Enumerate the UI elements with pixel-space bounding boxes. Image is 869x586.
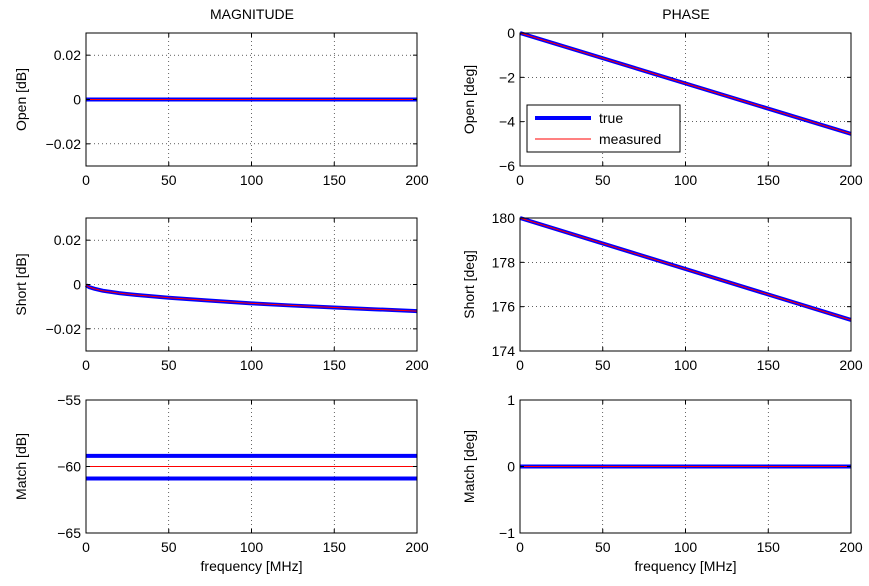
y-axis-label: Open [dB] <box>13 68 29 131</box>
panel-1: 0 50 100 150 200 −0.02 0 0.02 Open [dB] <box>13 32 429 188</box>
x-tick-label: 100 <box>674 357 698 373</box>
x-tick-label: 50 <box>161 172 177 188</box>
y-tick-label: 0.02 <box>54 47 81 63</box>
series-line-measured <box>519 217 852 321</box>
y-tick-label: −65 <box>57 525 81 541</box>
x-tick-label: 200 <box>839 539 863 555</box>
x-tick-label: 0 <box>516 539 524 555</box>
y-tick-label: 0 <box>507 459 515 475</box>
x-tick-label: 0 <box>516 357 524 373</box>
panel-3: 0 50 100 150 200 −0.02 0 0.02 Short [dB] <box>13 217 429 373</box>
y-tick-label: 0 <box>507 25 515 41</box>
y-tick-label: 0 <box>73 92 81 108</box>
y-tick-label: −55 <box>57 392 81 408</box>
plot-area <box>520 218 851 351</box>
y-axis-label: Open [deg] <box>461 65 477 134</box>
x-tick-label: 150 <box>757 539 781 555</box>
x-tick-label: 0 <box>82 357 90 373</box>
legend-box <box>526 104 681 153</box>
magnitude-column-title: MAGNITUDE <box>210 6 294 22</box>
x-tick-label: 200 <box>405 539 429 555</box>
panel-2: 0 50 100 150 200 −6 −4 −2 0 Open [deg] true measure… <box>461 25 863 188</box>
x-tick-label: 100 <box>674 172 698 188</box>
y-tick-label: 174 <box>492 343 516 359</box>
series-line-measured <box>85 284 418 312</box>
x-tick-label: 200 <box>405 357 429 373</box>
x-tick-label: 50 <box>595 357 611 373</box>
x-tick-label: 100 <box>240 357 264 373</box>
y-tick-label: −4 <box>499 114 515 130</box>
y-tick-label: −60 <box>57 459 81 475</box>
panel-4: 0 50 100 150 200 174 176 178 180 Short [deg] <box>461 210 863 373</box>
x-tick-label: 50 <box>595 172 611 188</box>
x-tick-label: 150 <box>757 357 781 373</box>
y-axis-label: Short [deg] <box>461 250 477 319</box>
y-tick-label: 176 <box>492 299 516 315</box>
x-tick-label: 150 <box>323 357 347 373</box>
y-axis-label: Match [deg] <box>461 430 477 503</box>
x-tick-label: 100 <box>674 539 698 555</box>
x-tick-label: 200 <box>839 172 863 188</box>
legend-label-measured: measured <box>599 131 661 147</box>
x-tick-label: 150 <box>323 172 347 188</box>
series-line-measured <box>519 32 852 135</box>
legend: true measured <box>526 104 681 153</box>
phase-column-title: PHASE <box>662 6 709 22</box>
y-tick-label: −2 <box>499 69 515 85</box>
panel-5: 0 50 100 150 200 −65 −60 −55 Match [dB] frequency… <box>13 392 429 574</box>
x-tick-label: 50 <box>161 539 177 555</box>
x-tick-label: 100 <box>240 172 264 188</box>
x-tick-label: 0 <box>82 539 90 555</box>
y-tick-label: 178 <box>492 254 516 270</box>
y-axis-label: Match [dB] <box>13 433 29 500</box>
x-tick-label: 200 <box>405 172 429 188</box>
x-tick-label: 150 <box>323 539 347 555</box>
y-tick-label: −6 <box>499 158 515 174</box>
y-tick-label: 1 <box>507 392 515 408</box>
y-tick-label: −0.02 <box>46 321 82 337</box>
y-tick-label: −1 <box>499 525 515 541</box>
y-tick-label: 0.02 <box>54 232 81 248</box>
y-tick-label: −0.02 <box>46 136 82 152</box>
y-axis-label: Short [dB] <box>13 253 29 315</box>
legend-label-true: true <box>599 110 623 126</box>
y-tick-label: 0 <box>73 277 81 293</box>
x-tick-label: 150 <box>757 172 781 188</box>
x-tick-label: 50 <box>595 539 611 555</box>
x-axis-label: frequency [MHz] <box>635 558 737 574</box>
x-tick-label: 0 <box>82 172 90 188</box>
y-tick-label: 180 <box>492 210 516 226</box>
x-tick-label: 0 <box>516 172 524 188</box>
x-tick-label: 200 <box>839 357 863 373</box>
x-tick-label: 50 <box>161 357 177 373</box>
x-axis-label: frequency [MHz] <box>201 558 303 574</box>
plot-area <box>86 218 417 351</box>
x-tick-label: 100 <box>240 539 264 555</box>
